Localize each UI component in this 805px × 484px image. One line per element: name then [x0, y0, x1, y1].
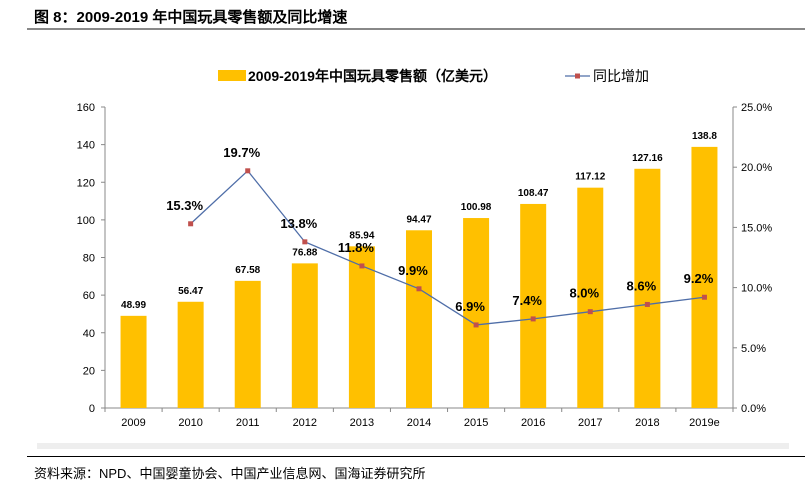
right-tick-label: 15.0% [741, 222, 772, 234]
bar-label: 76.88 [292, 247, 317, 258]
legend-bar-swatch [218, 70, 246, 81]
legend-line-label: 同比增加 [593, 68, 649, 84]
left-tick-label: 80 [83, 253, 95, 265]
x-tick-label: 2009 [121, 417, 145, 429]
bar-label: 117.12 [575, 172, 605, 183]
growth-marker [644, 301, 650, 307]
growth-line [190, 169, 705, 326]
left-tick-label: 40 [83, 328, 95, 340]
growth-marker [359, 263, 365, 269]
bar-label: 56.47 [178, 286, 203, 297]
bar [291, 263, 318, 408]
growth-marker [701, 294, 707, 300]
x-tick-label: 2018 [635, 417, 659, 429]
legend-bar-label: 2009-2019年中国玩具零售额（亿美元） [248, 68, 497, 84]
x-tick-label: 2017 [578, 417, 602, 429]
bar [406, 230, 432, 408]
bar-label: 108.47 [518, 188, 549, 199]
growth-label: 11.8% [338, 240, 375, 255]
title-divider [27, 28, 805, 30]
bar [634, 168, 661, 408]
left-tick-label: 20 [83, 365, 95, 377]
bar-label: 94.47 [406, 214, 431, 225]
left-tick-label: 140 [77, 140, 95, 152]
growth-label: 19.7% [223, 145, 260, 160]
x-tick-label: 2014 [407, 417, 431, 429]
x-tick-label: 2011 [236, 417, 260, 429]
growth-label: 9.9% [398, 263, 428, 278]
bar [577, 187, 604, 408]
bar [177, 301, 204, 408]
bar [691, 146, 718, 408]
bar [520, 203, 547, 408]
chart-bottom-band [37, 443, 789, 449]
right-tick-label: 20.0% [741, 162, 772, 174]
left-tick-label: 160 [77, 102, 95, 114]
bar [120, 315, 147, 408]
right-tick-label: 10.0% [741, 283, 772, 295]
bar [348, 246, 375, 408]
growth-marker [245, 168, 251, 174]
left-tick-label: 60 [83, 290, 95, 302]
bar [463, 218, 490, 408]
growth-marker [530, 316, 536, 322]
growth-marker [188, 221, 194, 227]
figure-title: 图 8：2009-2019 年中国玩具零售额及同比增速 [34, 9, 348, 26]
growth-label: 8.0% [569, 286, 599, 301]
left-tick-label: 0 [89, 403, 95, 415]
right-tick-label: 5.0% [741, 343, 766, 355]
x-tick-label: 2019e [689, 417, 720, 429]
bar-label: 127.16 [632, 153, 663, 164]
source-note: 资料来源：NPD、中国婴童协会、中国产业信息网、国海证券研究所 [34, 466, 426, 481]
x-tick-label: 2010 [178, 417, 202, 429]
right-tick-label: 25.0% [741, 102, 772, 114]
left-tick-label: 100 [77, 215, 95, 227]
bar-label: 85.94 [349, 230, 374, 241]
growth-label: 13.8% [280, 216, 317, 231]
x-tick-label: 2015 [464, 417, 488, 429]
growth-marker [302, 239, 308, 245]
left-tick-label: 120 [77, 177, 95, 189]
source-divider [27, 456, 805, 457]
legend-line-marker [575, 73, 580, 79]
growth-marker [587, 309, 593, 315]
growth-label: 7.4% [512, 293, 542, 308]
bar [234, 280, 261, 408]
growth-label: 6.9% [455, 299, 485, 314]
x-tick-label: 2016 [521, 417, 545, 429]
bar-label: 138.8 [692, 131, 717, 142]
growth-marker [473, 322, 479, 328]
bar-label: 67.58 [235, 265, 260, 276]
x-tick-label: 2012 [293, 417, 317, 429]
growth-label: 15.3% [166, 198, 203, 213]
right-tick-label: 0.0% [741, 403, 766, 415]
growth-label: 9.2% [684, 271, 714, 286]
growth-marker [416, 286, 422, 292]
bar-label: 100.98 [461, 202, 492, 213]
bar-label: 48.99 [121, 300, 146, 311]
growth-label: 8.6% [627, 278, 657, 293]
x-tick-label: 2013 [350, 417, 374, 429]
